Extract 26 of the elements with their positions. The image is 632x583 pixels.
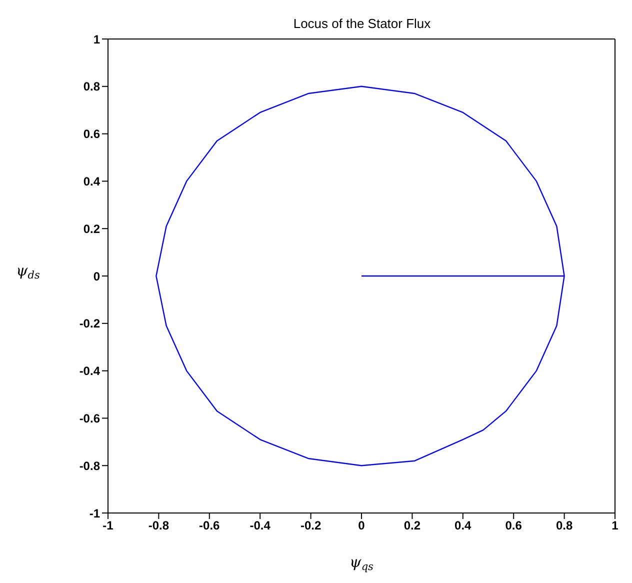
- x-tick-label: -0.2: [300, 518, 322, 533]
- x-axis-title: ψ$_{qs}$: [350, 553, 374, 574]
- x-tick-label: -0.4: [250, 518, 271, 533]
- x-tick-label: 0.2: [404, 518, 421, 533]
- x-tick-label: -1: [102, 518, 114, 533]
- y-tick-label: -0.4: [79, 364, 100, 378]
- x-tick-label: -0.8: [148, 518, 170, 533]
- y-tick-label: -1: [89, 506, 100, 520]
- x-tick-label: 0.4: [454, 518, 472, 533]
- chart-title: Locus of the Stator Flux: [293, 16, 432, 31]
- x-tick-label: 0.6: [505, 518, 522, 533]
- y-tick-label: -0.8: [79, 458, 100, 473]
- y-tick-label: 0.2: [83, 222, 100, 236]
- y-tick-label: -0.2: [79, 316, 100, 331]
- x-tick-label: -0.6: [199, 518, 220, 533]
- line-series: [156, 86, 565, 466]
- y-tick-label: -0.6: [79, 411, 100, 426]
- y-axis-title: ψ$_{ds}$: [16, 262, 40, 282]
- y-tick-label: 1: [93, 32, 100, 46]
- y-tick-label: 0.4: [83, 174, 100, 188]
- x-tick-label: 0: [358, 518, 366, 533]
- x-tick-label: 1: [612, 518, 619, 533]
- y-tick-label: 0.8: [83, 80, 100, 94]
- y-tick-label: 0.6: [83, 127, 100, 142]
- x-tick-label: 0.8: [556, 518, 573, 533]
- y-tick-label: 0: [93, 269, 100, 284]
